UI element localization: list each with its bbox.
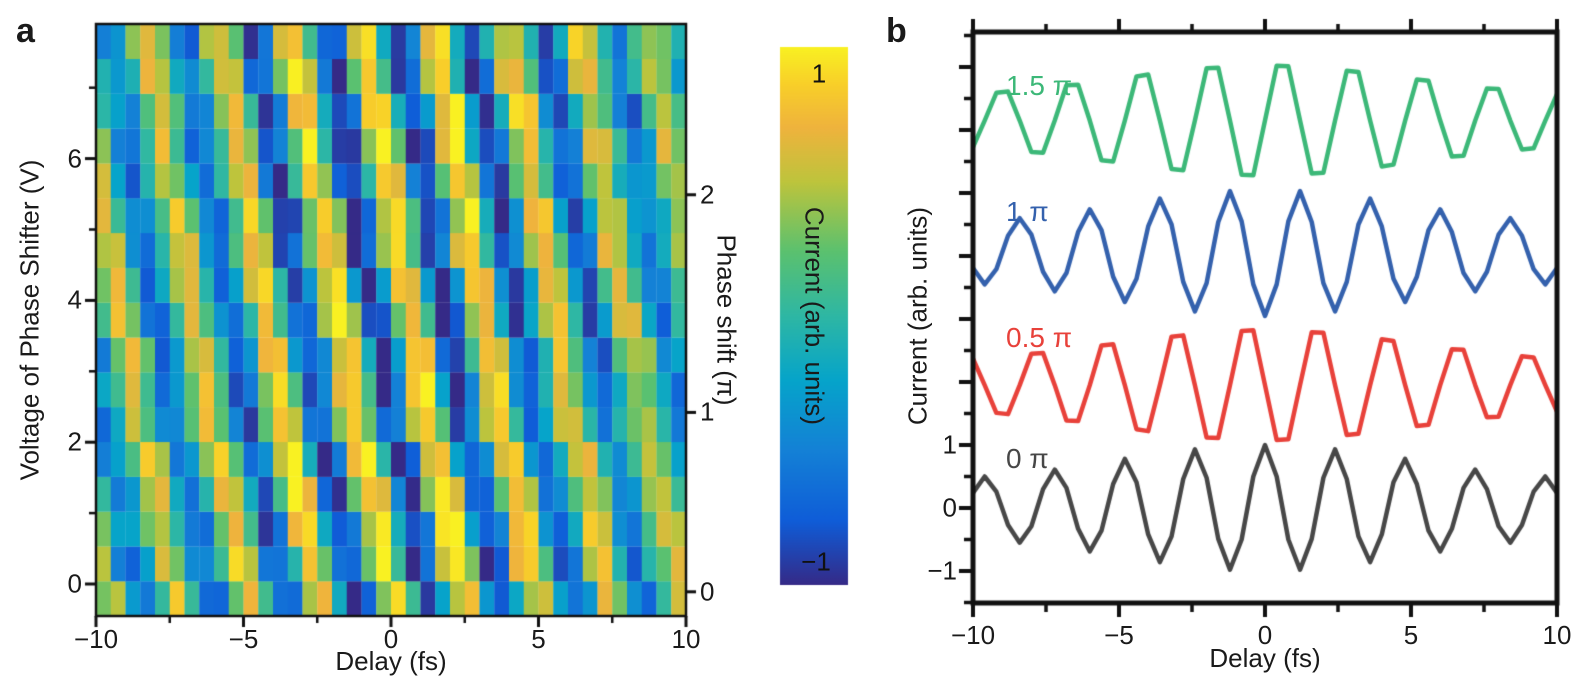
panel-b-y-axis-label: Current (arb. units) xyxy=(902,206,933,426)
trace-label-1pi: 1 π xyxy=(1006,196,1049,227)
panel-a-x-axis-label: Delay (fs) xyxy=(335,646,447,676)
panel-a-x-tick-label: 0 xyxy=(383,624,399,654)
panel-a-y-tick-label: 4 xyxy=(67,284,82,315)
panel-b-x-tick-label: −5 xyxy=(1104,620,1134,650)
panel-a-phase-tick-label: 0 xyxy=(700,576,715,607)
panel-a-y-tick-label: 0 xyxy=(67,568,82,599)
panel-b-y-tick-label: 1 xyxy=(942,429,957,460)
colorbar-label: Current (arb. units) xyxy=(799,206,830,426)
panel-b-x-tick-label: −10 xyxy=(950,620,996,650)
panel-b-x-tick-label: 0 xyxy=(1257,620,1273,650)
panel-a-x-tick-label: −5 xyxy=(228,624,259,654)
panel-b-y-tick-label: −1 xyxy=(927,555,957,586)
trace-label-0p5pi: 0.5 π xyxy=(1006,322,1073,353)
panel-a-y-tick-label: 6 xyxy=(67,143,82,174)
panel-a-x-tick-label: 5 xyxy=(531,624,546,654)
panel-b-x-tick-label: 5 xyxy=(1403,620,1419,650)
trace-label-1p5pi: 1.5 π xyxy=(1006,70,1073,101)
panel-b-x-tick-label: 10 xyxy=(1542,620,1572,650)
panel-a-phase-tick-label: 1 xyxy=(700,396,715,427)
panel-a-y-tick-label: 2 xyxy=(67,426,82,457)
panel-a-phase-tick-label: 2 xyxy=(700,179,715,210)
panel-a-x-tick-label: −10 xyxy=(73,624,119,654)
panel-a-x-tick-label: 10 xyxy=(671,624,701,654)
colorbar-min-tick-label: −1 xyxy=(801,546,831,577)
colorbar-max-tick-label: 1 xyxy=(811,58,827,89)
panel-a-right-axis-label: Phase shift (π) xyxy=(711,234,742,406)
panel-a-letter: a xyxy=(16,12,35,50)
panel-b-y-tick-label: 0 xyxy=(942,492,957,523)
panel-a-y-axis-label: Voltage of Phase Shifter (V) xyxy=(14,159,45,481)
panel-b-letter: b xyxy=(886,12,907,50)
panel-b-x-axis-label: Delay (fs) xyxy=(1209,643,1321,673)
trace-label-0pi: 0 π xyxy=(1006,443,1049,474)
